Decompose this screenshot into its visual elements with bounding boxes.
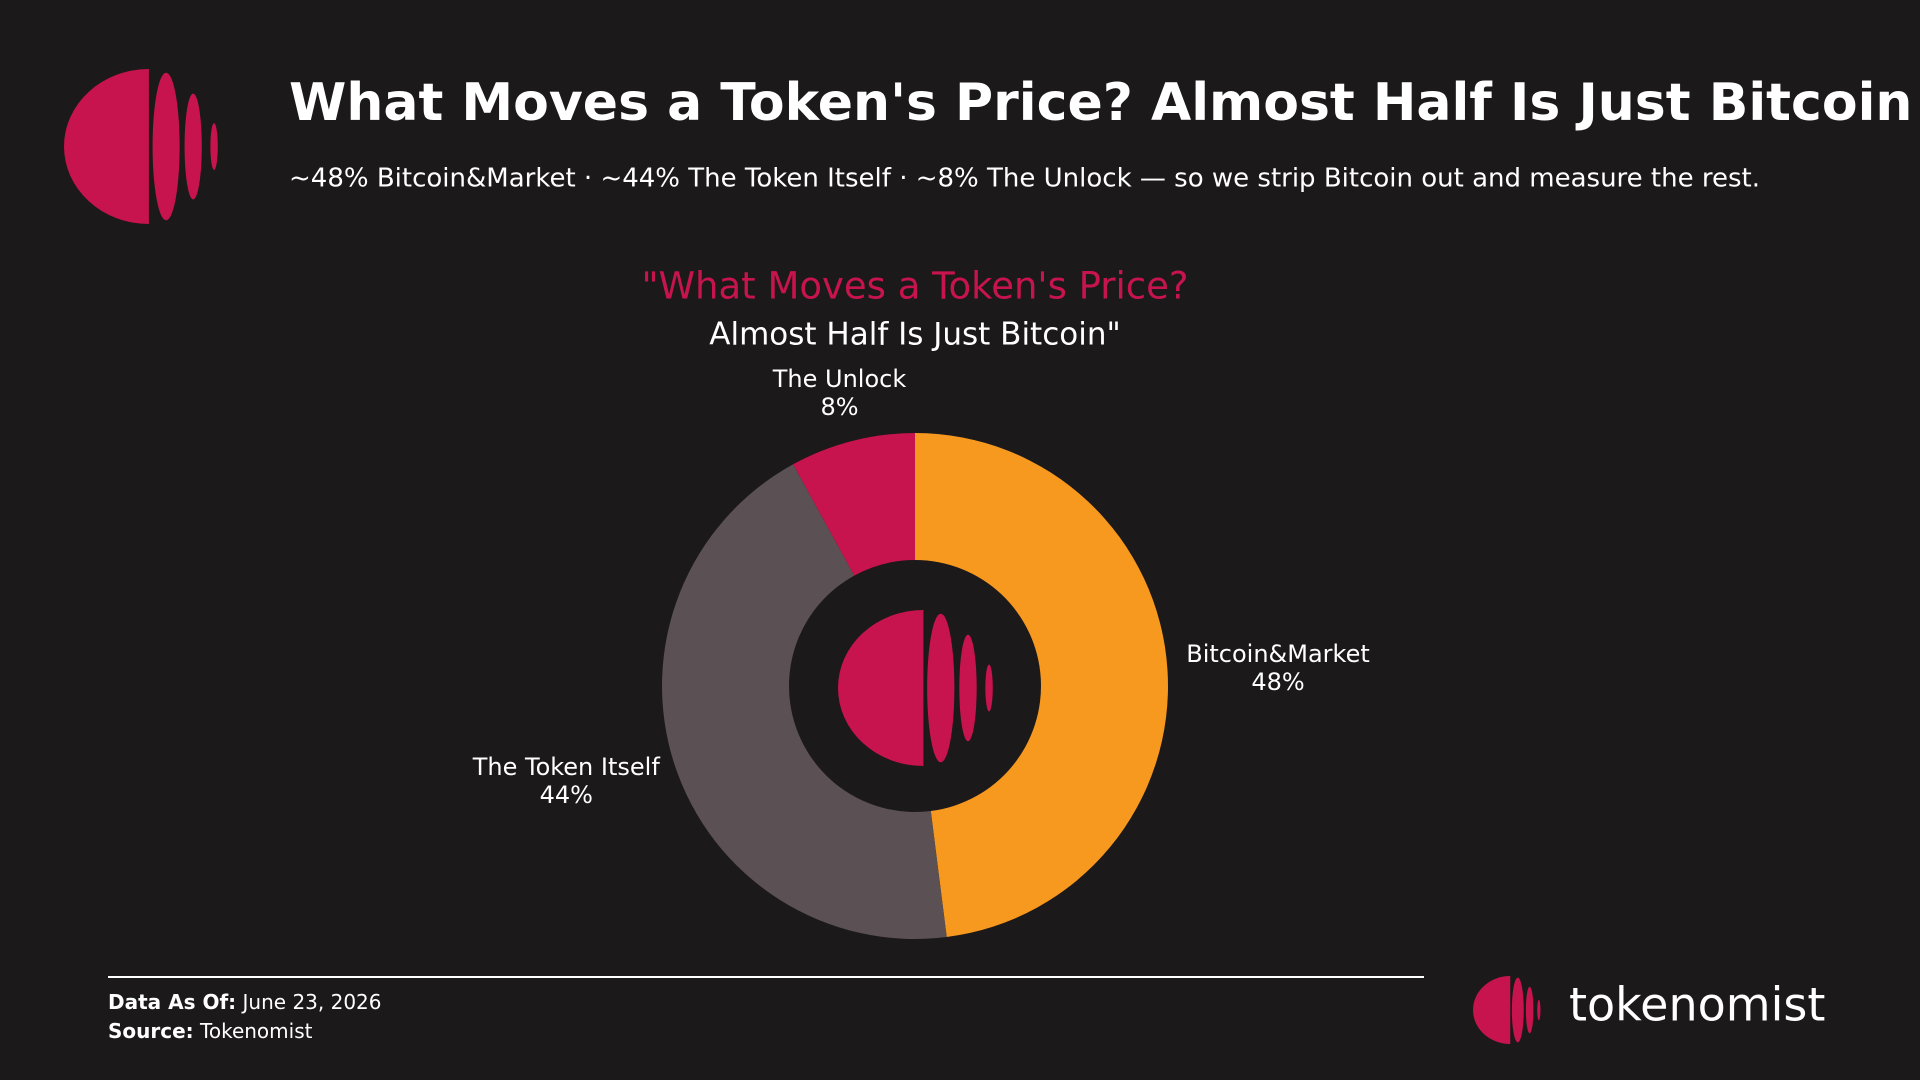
slice-value: 8% xyxy=(820,393,858,421)
brand-name: tokenomist xyxy=(1569,978,1825,1032)
slice-label: The Unlock xyxy=(772,365,907,393)
slice-value: 44% xyxy=(540,781,593,809)
footer-date: Data As Of: June 23, 2026 xyxy=(108,990,382,1014)
slice xyxy=(662,464,947,939)
footer-source: Source: Tokenomist xyxy=(108,1019,313,1043)
page-title: What Moves a Token's Price? Almost Half … xyxy=(289,73,1912,133)
page-subtitle: ~48% Bitcoin&Market · ~44% The Token Its… xyxy=(289,164,1760,194)
footer-date-value: June 23, 2026 xyxy=(241,990,382,1014)
slice-label: The Token Itself xyxy=(472,753,661,781)
footer-date-label: Data As Of: xyxy=(108,990,236,1014)
chart-title: Almost Half Is Just Bitcoin" xyxy=(709,317,1121,353)
footer-source-value: Tokenomist xyxy=(199,1019,313,1043)
donut xyxy=(662,433,1169,939)
footer-source-label: Source: xyxy=(108,1019,194,1043)
slice xyxy=(793,433,915,576)
chart-title: "What Moves a Token's Price? xyxy=(641,265,1188,308)
slice-value: 48% xyxy=(1251,668,1304,696)
slice xyxy=(915,433,1169,938)
slice-label: Bitcoin&Market xyxy=(1186,640,1370,668)
